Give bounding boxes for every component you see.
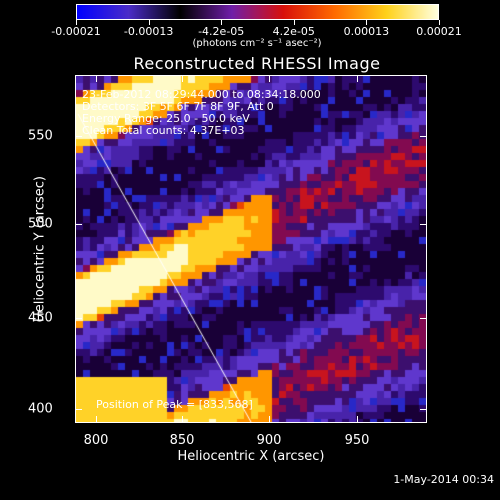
colorbar-tick-label: 0.00013 xyxy=(343,25,390,38)
x-axis-tick xyxy=(269,416,270,422)
colorbar-tick xyxy=(148,20,150,25)
y-axis-tick xyxy=(420,318,426,319)
info-peak-position: Position of Peak = [833,568] xyxy=(96,398,253,411)
info-clean-counts: Clean Total counts: 4.37E+03 xyxy=(82,124,245,137)
heatmap-image xyxy=(75,75,427,423)
colorbar-tick-label: 4.2e-05 xyxy=(272,25,315,38)
y-tick-label: 500 xyxy=(28,216,53,232)
colorbar-tick xyxy=(366,20,368,25)
y-axis-tick xyxy=(420,136,426,137)
y-axis-tick xyxy=(420,224,426,225)
y-axis-tick xyxy=(420,409,426,410)
x-axis-tick xyxy=(96,416,97,422)
x-tick-label: 950 xyxy=(344,433,370,448)
info-energy-range: Energy Range: 25.0 - 50.0 keV xyxy=(82,112,250,125)
x-axis-tick xyxy=(96,76,97,82)
x-axis-tick xyxy=(357,76,358,82)
y-tick-label: 450 xyxy=(28,310,53,326)
x-tick-label: 900 xyxy=(256,433,282,448)
info-detectors: Detectors: 3F 5F 6F 7F 8F 9F, Att 0 xyxy=(82,100,274,113)
y-tick-label: 550 xyxy=(28,128,53,144)
x-axis-tick xyxy=(357,416,358,422)
y-axis-label: Heliocentric Y (arcsec) xyxy=(32,176,48,322)
colorbar-tick xyxy=(76,20,77,25)
y-axis-tick xyxy=(76,409,82,410)
x-axis-label: Heliocentric X (arcsec) xyxy=(177,449,325,464)
y-axis-tick xyxy=(76,318,82,319)
colorbar-tick xyxy=(439,20,440,25)
y-axis-tick xyxy=(76,136,82,137)
colorbar-tick xyxy=(221,20,223,25)
x-axis-tick xyxy=(182,416,183,422)
colorbar-tick xyxy=(293,20,295,25)
colorbar-tick-label: 0.00021 xyxy=(416,25,462,38)
x-axis-tick xyxy=(269,76,270,82)
footer-date: 1-May-2014 00:34 xyxy=(393,473,494,486)
colorbar xyxy=(76,4,439,20)
x-axis-tick xyxy=(182,76,183,82)
x-tick-label: 850 xyxy=(169,433,195,448)
colorbar-tick-label: -0.00013 xyxy=(123,25,174,38)
colorbar-units: (photons cm⁻² s⁻¹ asec⁻²) xyxy=(192,38,322,49)
y-tick-label: 400 xyxy=(28,401,53,417)
info-time-range: 23-Feb-2012 08:29:44.000 to 08:34:18.000 xyxy=(82,88,321,101)
plot-title: Reconstructed RHESSI Image xyxy=(133,54,381,73)
heatmap-canvas xyxy=(76,76,426,422)
x-tick-label: 800 xyxy=(83,433,109,448)
y-axis-tick xyxy=(76,224,82,225)
colorbar-tick-label: -4.2e-05 xyxy=(198,25,245,38)
colorbar-tick-label: -0.00021 xyxy=(51,25,101,38)
